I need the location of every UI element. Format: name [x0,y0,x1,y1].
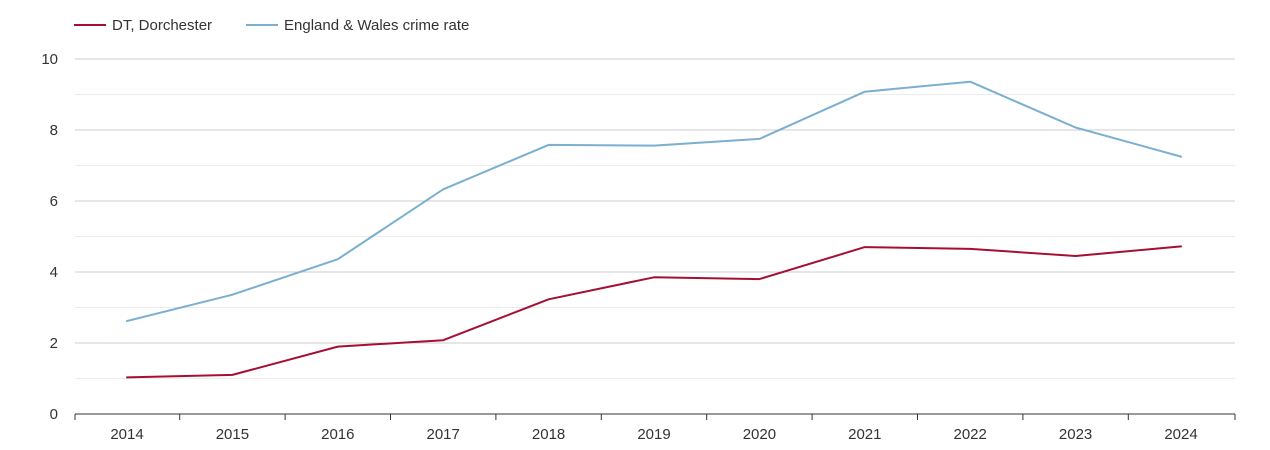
x-tick-label: 2016 [321,426,354,443]
x-tick-label: 2018 [532,426,565,443]
gridlines [75,58,1235,379]
series-line-dt-dorchester[interactable] [126,245,1182,379]
y-tick-label: 10 [41,51,58,68]
y-axis-ticks: 0 2 4 6 8 10 [41,51,58,423]
x-tick-label: 2015 [216,426,249,443]
series-lines [126,80,1182,379]
x-tick-label: 2017 [427,426,460,443]
x-tick-label: 2019 [637,426,670,443]
legend: DT, Dorchester England & Wales crime rat… [74,17,469,34]
y-tick-label: 4 [50,264,58,281]
x-axis-ticks: 2014 2015 2016 2017 2018 2019 2020 2021 2022 2023… [110,426,1197,443]
y-tick-label: 0 [50,406,58,423]
y-tick-label: 8 [50,122,58,139]
x-tick-label: 2014 [110,426,143,443]
x-tick-label: 2020 [743,426,776,443]
legend-label-england-wales[interactable]: England & Wales crime rate [284,17,469,34]
axes [74,413,1236,420]
x-tick-label: 2023 [1059,426,1092,443]
x-tick-label: 2022 [954,426,987,443]
x-tick-label: 2024 [1164,426,1197,443]
legend-label-dt-dorchester[interactable]: DT, Dorchester [112,17,212,34]
x-tick-label: 2021 [848,426,881,443]
y-tick-label: 6 [50,193,58,210]
y-tick-label: 2 [50,335,58,352]
series-line-england-wales[interactable] [126,80,1182,322]
